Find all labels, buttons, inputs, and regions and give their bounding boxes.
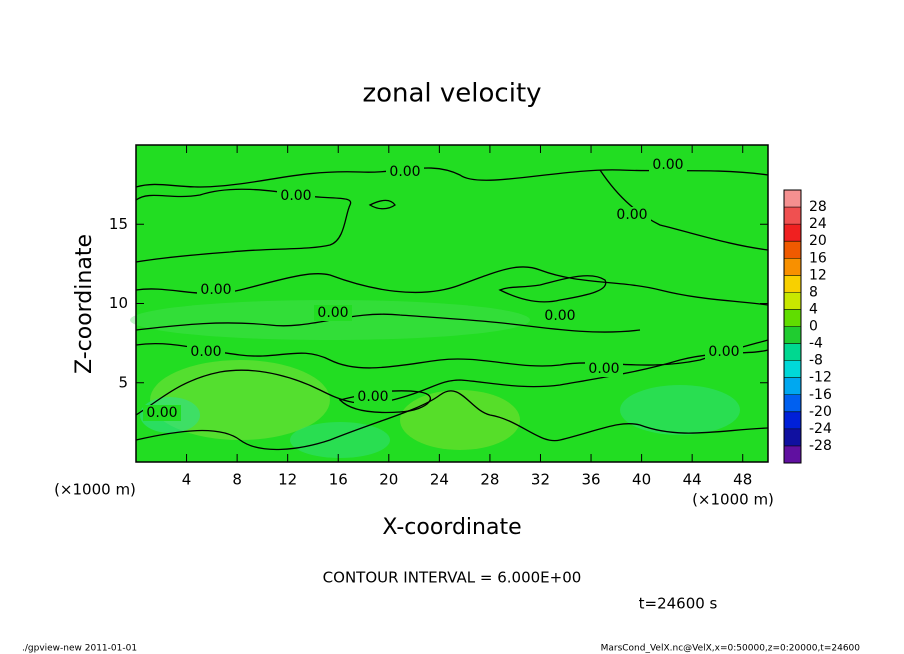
contour-line: [135, 339, 769, 369]
contour-line: [135, 266, 769, 306]
contour-label-bg: [541, 308, 579, 324]
contour-label: 0.00: [317, 305, 348, 321]
x-tick-label: 16: [329, 471, 348, 489]
colorbar-band: [784, 326, 801, 344]
x-axis-label: X-coordinate: [382, 515, 521, 540]
contour-label-bg: [613, 207, 651, 223]
contour-label-bg: [187, 344, 225, 360]
contour-label-bg: [649, 157, 687, 173]
contour-label: 0.00: [708, 344, 739, 360]
colorbar-label: -20: [809, 404, 832, 420]
contour-line: [599, 169, 769, 251]
x-unit: (×1000 m): [692, 491, 774, 509]
contour-label: 0.00: [190, 344, 221, 360]
x-tick-label: 44: [683, 471, 702, 489]
contour-label-bg: [314, 305, 352, 321]
contour-label-bg: [354, 389, 392, 405]
contour-line: [135, 167, 769, 188]
x-tick-label: 24: [430, 471, 449, 489]
shading: [620, 385, 740, 435]
colorbar-band: [784, 428, 801, 446]
colorbar-label: -28: [809, 438, 832, 454]
contour-label: 0.00: [652, 157, 683, 173]
time-label: t=24600 s: [639, 595, 718, 613]
contour-label-bg: [197, 282, 235, 298]
y-tick-label: 15: [109, 215, 128, 233]
x-tick-label: 20: [379, 471, 398, 489]
footer-right: MarsCond_VelX.nc@VelX,x=0:50000,z=0:2000…: [601, 644, 861, 654]
colorbar-label: 8: [809, 284, 818, 300]
colorbar-band: [784, 292, 801, 310]
colorbar-label: 0: [809, 319, 818, 335]
contour-label: 0.00: [389, 164, 420, 180]
colorbar-label: 20: [809, 233, 827, 249]
contour-line: [135, 390, 769, 451]
contour-label: 0.00: [544, 308, 575, 324]
contour-label-bg: [585, 361, 623, 377]
x-tick-label: 40: [632, 471, 651, 489]
colorbar-band: [784, 241, 801, 259]
x-tick-label: 12: [278, 471, 297, 489]
shading: [400, 390, 520, 450]
contour-label-bg: [705, 344, 743, 360]
colorbar-label: 12: [809, 267, 827, 283]
colorbar-label: 24: [809, 216, 827, 232]
x-tick-label: 32: [531, 471, 550, 489]
contour-label-bg: [386, 164, 424, 180]
contour-line: [135, 349, 769, 416]
contour-line: [498, 275, 607, 303]
field: [130, 145, 768, 462]
colorbar-band: [784, 360, 801, 378]
colorbar-label: 4: [809, 301, 818, 317]
colorbar-band: [784, 258, 801, 276]
contour-label: 0.00: [146, 405, 177, 421]
x-tick-label: 28: [480, 471, 499, 489]
colorbar-label: -24: [809, 421, 832, 437]
contour-label-bg: [143, 405, 181, 421]
shading: [290, 422, 390, 458]
x-tick-label: 48: [733, 471, 752, 489]
colorbar-label: -12: [809, 370, 832, 386]
x-tick-label: 8: [232, 471, 242, 489]
colorbar-band: [784, 190, 801, 208]
colorbar-band: [784, 207, 801, 225]
colorbar-band: [784, 411, 801, 429]
x-tick-label: 36: [581, 471, 600, 489]
contour-label: 0.00: [280, 188, 311, 204]
contour-line: [135, 188, 352, 263]
contour-label: 0.00: [357, 389, 388, 405]
y-tick-label: 5: [118, 373, 128, 391]
colorbar-band: [784, 377, 801, 395]
colorbar-band: [784, 445, 801, 463]
contour-label-bg: [277, 188, 315, 204]
colorbar-band: [784, 309, 801, 327]
contour-interval: CONTOUR INTERVAL = 6.000E+00: [323, 569, 582, 587]
y-tick-label: 10: [109, 294, 128, 312]
x-tick-label: 4: [182, 471, 192, 489]
colorbar-label: 28: [809, 199, 827, 215]
y-axis-label: Z-coordinate: [72, 234, 97, 374]
chart-title: zonal velocity: [362, 79, 541, 109]
contour-label: 0.00: [200, 282, 231, 298]
colorbar-band: [784, 343, 801, 361]
colorbar-label: -8: [809, 353, 823, 369]
y-unit: (×1000 m): [54, 481, 136, 499]
colorbar-label: -16: [809, 387, 832, 403]
colorbar-band: [784, 224, 801, 242]
footer-left: ./gpview-new 2011-01-01: [22, 644, 137, 654]
contour-label: 0.00: [588, 361, 619, 377]
contour-label: 0.00: [616, 207, 647, 223]
colorbar-label: -4: [809, 336, 823, 352]
contour-line: [135, 313, 641, 333]
colorbar-label: 16: [809, 250, 827, 266]
colorbar-band: [784, 394, 801, 412]
contour-line: [368, 199, 396, 210]
colorbar-band: [784, 275, 801, 293]
contours: [135, 167, 769, 451]
